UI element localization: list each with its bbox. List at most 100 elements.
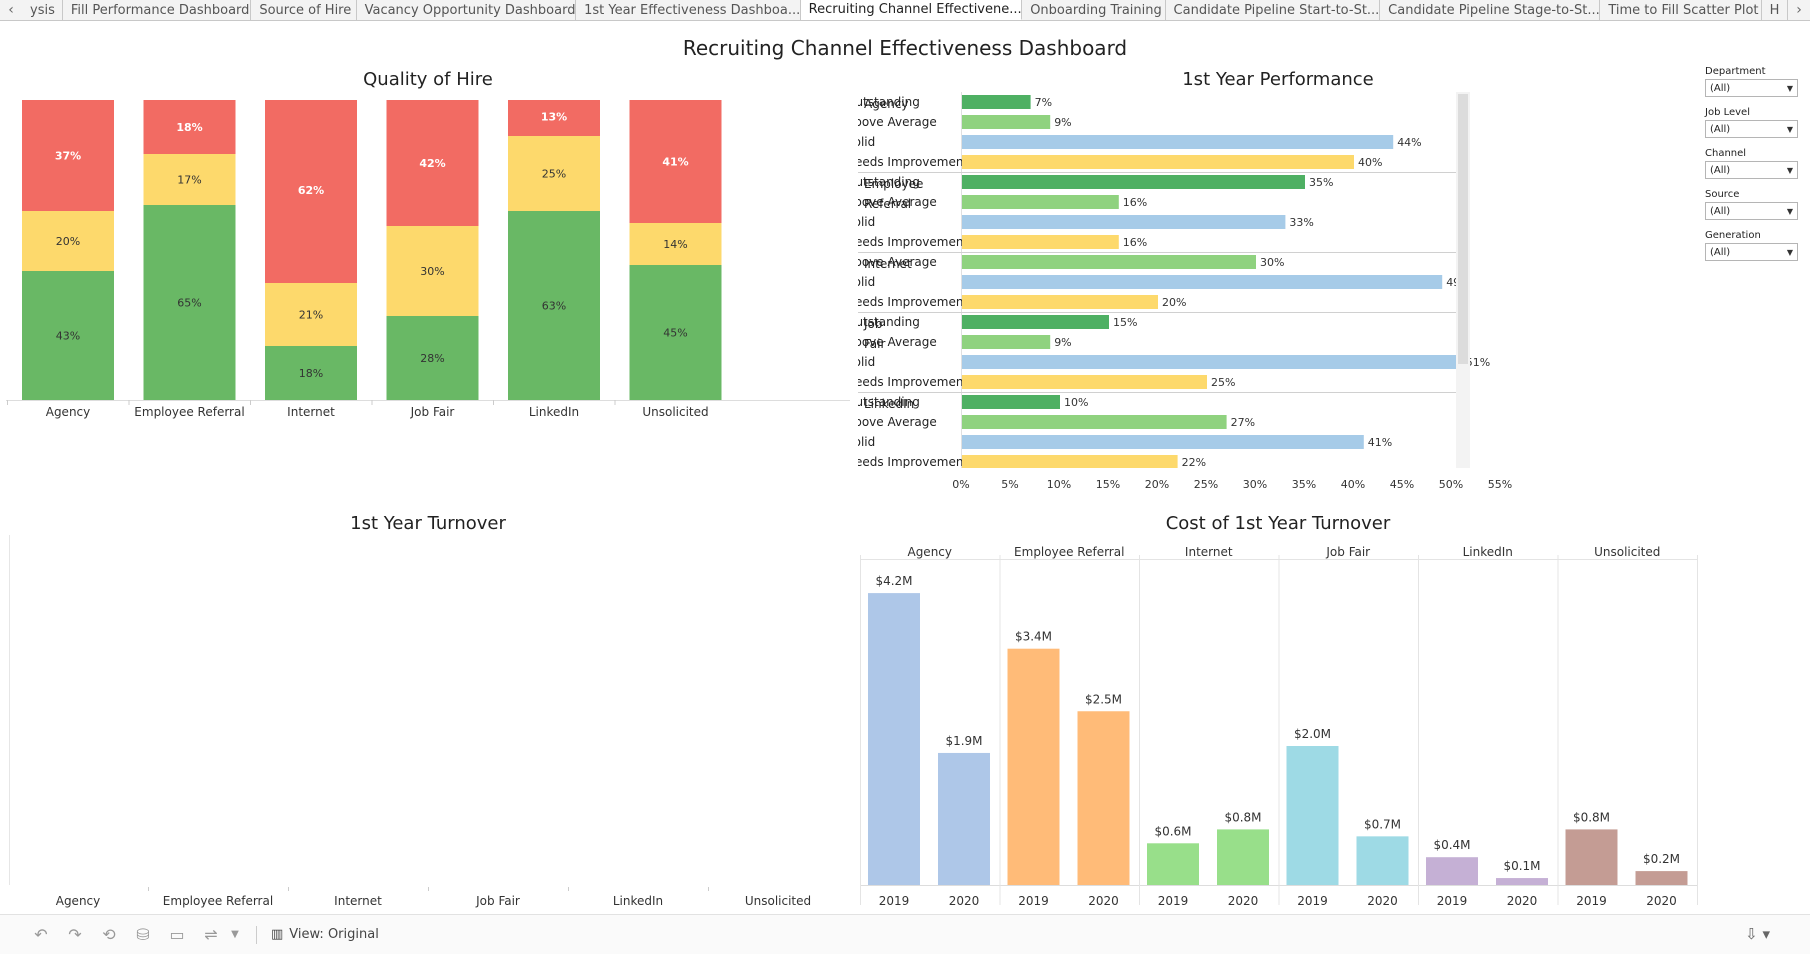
performance-scrollbar-thumb[interactable] xyxy=(1458,94,1468,364)
quality-bar-segment xyxy=(265,100,357,283)
channel-select[interactable]: (All) ▼ xyxy=(1705,161,1798,179)
quality-bar-segment xyxy=(629,265,722,400)
performance-bar xyxy=(962,315,1109,329)
refresh-data-icon[interactable]: ⛁ xyxy=(136,925,150,944)
performance-bar xyxy=(962,375,1207,389)
performance-x-tick-label: 10% xyxy=(1047,478,1071,491)
cost-year-label: 2020 xyxy=(1228,894,1259,908)
sheet-tab[interactable]: Time to Fill Scatter Plot xyxy=(1600,0,1762,20)
sheet-tab[interactable]: Source of Hire xyxy=(251,0,357,20)
sheet-tab[interactable]: H xyxy=(1762,0,1788,20)
quality-bar-value-label: 63% xyxy=(542,300,566,313)
performance-bar-label: 30% xyxy=(1260,256,1284,269)
quality-bar-value-label: 18% xyxy=(299,367,323,380)
performance-rating-label: Above Average xyxy=(858,255,937,269)
performance-bar xyxy=(962,355,1462,369)
quality-bar-value-label: 45% xyxy=(663,327,687,340)
cost-bar-label: $0.8M xyxy=(1224,810,1261,824)
performance-bar xyxy=(962,455,1178,468)
tabs-scroll-right-icon[interactable]: › xyxy=(1796,2,1802,18)
quality-bar-value-label: 30% xyxy=(420,265,444,278)
quality-bar-segment xyxy=(386,226,479,316)
pause-updates-icon[interactable]: ▭ xyxy=(169,925,185,944)
performance-bar xyxy=(962,415,1227,429)
performance-rating-label: Above Average xyxy=(858,335,937,349)
sheet-tab[interactable]: 1st Year Effectiveness Dashboa... xyxy=(576,0,801,20)
quality-bar-segment xyxy=(265,283,357,346)
turnover-category-label: Unsolicited xyxy=(745,894,811,908)
performance-bar-label: 20% xyxy=(1162,296,1186,309)
cost-channel-header: LinkedIn xyxy=(1463,545,1513,559)
performance-bar-label: 44% xyxy=(1397,136,1421,149)
chevron-down-icon: ▼ xyxy=(1786,247,1793,257)
cost-year-label: 2020 xyxy=(1367,894,1398,908)
filter-label: Job Level xyxy=(1705,107,1750,118)
sheet-tab[interactable]: Vacancy Opportunity Dashboard xyxy=(357,0,577,20)
sheet-tab[interactable]: ysis xyxy=(22,0,63,20)
sheet-tab[interactable]: Candidate Pipeline Start-to-St... xyxy=(1166,0,1381,20)
cost-channel-header: Job Fair xyxy=(1325,545,1370,559)
cost-year-label: 2019 xyxy=(879,894,910,908)
performance-scroll-pane[interactable]: AgencyOutstanding7%Above Average9%Solid4… xyxy=(858,92,1490,473)
performance-rating-label: Above Average xyxy=(858,115,937,129)
select-value: (All) xyxy=(1710,205,1731,217)
performance-bar-label: 9% xyxy=(1054,116,1071,129)
sheet-tab[interactable]: Recruiting Channel Effectivene... xyxy=(800,0,1023,20)
quality-category-label: Job Fair xyxy=(410,405,455,419)
filter-source: Source (All) ▼ xyxy=(1705,189,1805,220)
sheet-tab[interactable]: Onboarding Training xyxy=(1022,0,1166,20)
bottom-toolbar: ↶ ↷ ⟲ ⛁ ▭ ⇌ ▼ ▥ View: Original ⇩ ▾ xyxy=(0,914,1810,954)
performance-bar-label: 35% xyxy=(1309,176,1333,189)
cost-year-label: 2020 xyxy=(1646,894,1677,908)
performance-channel-label: Employee xyxy=(864,177,923,191)
filter-channel: Channel (All) ▼ xyxy=(1705,148,1805,179)
tabs-scroll-left-icon[interactable]: ‹ xyxy=(8,2,14,18)
generation-select[interactable]: (All) ▼ xyxy=(1705,243,1798,261)
quality-bar-value-label: 25% xyxy=(542,168,566,181)
share-icon[interactable]: ⇌ xyxy=(204,925,218,944)
first-year-turnover-chart: 33%Agency33%Employee Referral28%Internet… xyxy=(9,535,811,908)
job-level-select[interactable]: (All) ▼ xyxy=(1705,120,1798,138)
performance-x-tick-label: 15% xyxy=(1096,478,1120,491)
download-icon[interactable]: ⇩ ▾ xyxy=(1745,925,1770,943)
first-year-turnover-title: 1st Year Turnover xyxy=(350,513,506,534)
dashboard-title: Recruiting Channel Effectiveness Dashboa… xyxy=(682,36,1128,60)
performance-rating-label: Solid xyxy=(858,435,875,449)
cost-bar xyxy=(1077,711,1130,885)
cost-bar xyxy=(1496,878,1548,885)
performance-rating-label: Outstanding xyxy=(858,395,920,409)
quality-bar-segment xyxy=(386,316,479,400)
chevron-down-icon[interactable]: ▼ xyxy=(231,929,239,940)
performance-channel-label: Referral xyxy=(864,197,911,211)
performance-rating-label: Needs Improvement xyxy=(858,155,968,169)
quality-bar-value-label: 65% xyxy=(177,297,201,310)
cost-bar-label: $0.1M xyxy=(1503,859,1540,873)
performance-bar-label: 15% xyxy=(1113,316,1137,329)
turnover-category-label: Employee Referral xyxy=(163,894,273,908)
sheet-tab-bar: ‹ ysis Fill Performance Dashboard Source o… xyxy=(0,0,1810,21)
cost-year-label: 2020 xyxy=(1507,894,1538,908)
undo-icon[interactable]: ↶ xyxy=(34,925,48,944)
toolbar-divider xyxy=(256,925,257,944)
filter-label: Department xyxy=(1705,66,1766,77)
turnover-category-label: Job Fair xyxy=(475,894,520,908)
quality-bar-value-label: 14% xyxy=(663,238,687,251)
cost-year-label: 2020 xyxy=(1088,894,1119,908)
redo-icon[interactable]: ↷ xyxy=(68,925,82,944)
performance-bar-label: 40% xyxy=(1358,156,1382,169)
filter-label: Channel xyxy=(1705,148,1747,159)
quality-bar-value-label: 62% xyxy=(298,184,324,197)
cost-channel-header: Internet xyxy=(1185,545,1233,559)
quality-bar-segment xyxy=(22,100,114,211)
performance-x-tick-label: 35% xyxy=(1292,478,1316,491)
sheet-tab[interactable]: Fill Performance Dashboard xyxy=(63,0,252,20)
revert-icon[interactable]: ⟲ xyxy=(102,925,116,944)
department-select[interactable]: (All) ▼ xyxy=(1705,79,1798,97)
view-original-button[interactable]: ▥ View: Original xyxy=(271,927,379,942)
turnover-category-label: Internet xyxy=(334,894,382,908)
cost-bar xyxy=(1147,843,1199,885)
sheet-tab[interactable]: Candidate Pipeline Stage-to-St... xyxy=(1380,0,1601,20)
source-select[interactable]: (All) ▼ xyxy=(1705,202,1798,220)
quality-bar-segment xyxy=(143,100,236,154)
quality-bar-value-label: 42% xyxy=(419,157,445,170)
